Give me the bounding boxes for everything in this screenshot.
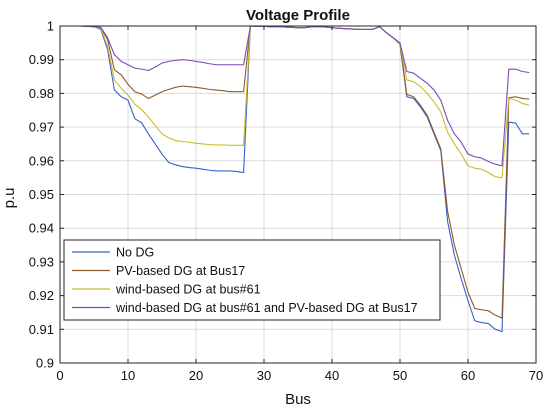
series-line-4 (66, 25, 530, 167)
x-tick-label: 40 (325, 368, 339, 383)
y-tick-label: 1 (47, 19, 54, 34)
y-tick-label: 0.92 (29, 288, 54, 303)
y-tick-label: 0.94 (29, 221, 54, 236)
x-axis-title: Bus (285, 391, 311, 408)
y-tick-label: 0.98 (29, 86, 54, 101)
y-tick-label: 0.96 (29, 153, 54, 168)
x-tick-label: 70 (529, 368, 543, 383)
x-tick-label: 50 (393, 368, 407, 383)
x-tick-label: 20 (189, 368, 203, 383)
y-tick-label: 0.95 (29, 187, 54, 202)
x-tick-label: 30 (257, 368, 271, 383)
y-tick-label: 0.9 (36, 356, 54, 371)
legend-label-2: PV-based DG at Bus17 (116, 264, 245, 278)
y-tick-label: 0.91 (29, 322, 54, 337)
legend-label-4: wind-based DG at bus#61 and PV-based DG … (115, 301, 418, 315)
legend-box (63, 239, 441, 321)
series-lines (66, 25, 530, 333)
x-tick-label: 10 (121, 368, 135, 383)
y-tick-label: 0.99 (29, 52, 54, 67)
tick-labels: 0 10 20 30 40 50 60 70 0.9 0.91 0.92 0.93 0.94 0.95 0.… (29, 19, 544, 384)
x-tick-label: 0 (56, 368, 63, 383)
legend-label-3: wind-based DG at bus#61 (115, 283, 261, 297)
y-axis-title: p.u (1, 188, 18, 209)
y-tick-label: 0.93 (29, 254, 54, 269)
legend-label-1: No DG (116, 246, 154, 260)
legend: No DG PV-based DG at Bus17 wind-based DG a… (63, 239, 441, 321)
y-tick-label: 0.97 (29, 120, 54, 135)
x-tick-label: 60 (461, 368, 475, 383)
axes (59, 25, 537, 364)
chart-title: Voltage Profile (246, 7, 350, 24)
